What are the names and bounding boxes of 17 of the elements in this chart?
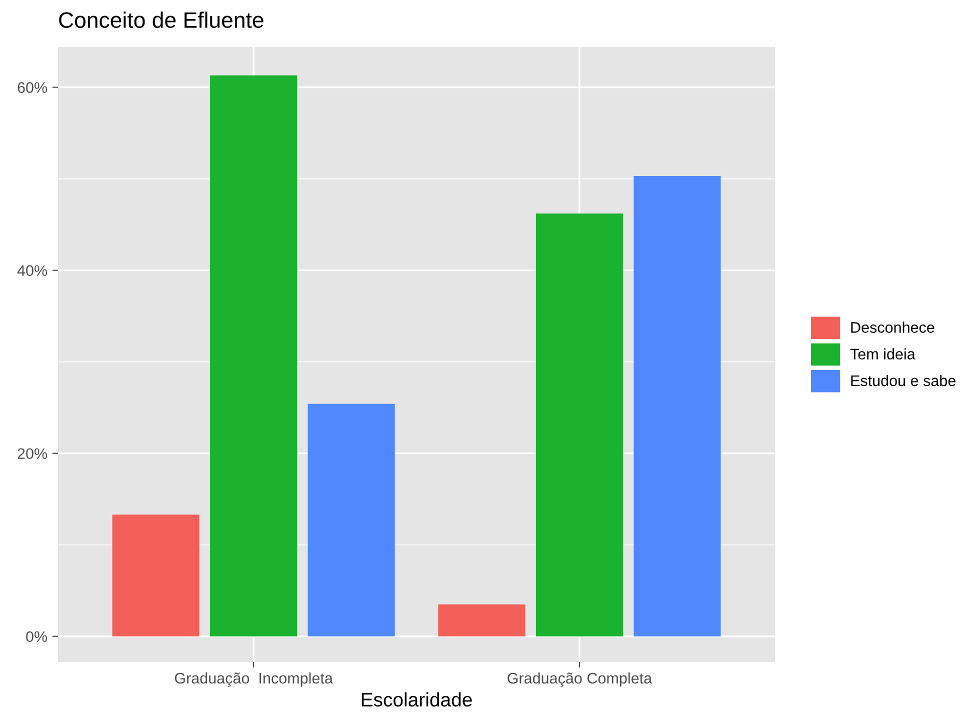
y-tick-label: 60% (18, 82, 48, 93)
bar (210, 75, 298, 636)
x-axis-title: Escolaridade (362, 692, 472, 707)
x-tick-label: Graduação Incompleta (174, 672, 333, 687)
legend-label: Tem ideia (850, 348, 916, 360)
bar (308, 404, 395, 636)
y-tick-label: 0% (26, 631, 48, 642)
y-tick-label: 20% (18, 448, 48, 460)
bar (112, 514, 200, 636)
legend-label: Desconhece (851, 322, 934, 333)
bar (634, 176, 721, 636)
y-tick-label: 40% (17, 265, 48, 276)
chart-title: Conceito de Efluente (59, 12, 264, 28)
bar (536, 214, 623, 636)
legend-label: Estudou e sabe (851, 374, 956, 386)
bar (438, 604, 526, 636)
x-tick-label: Graduação Completa (508, 672, 652, 687)
